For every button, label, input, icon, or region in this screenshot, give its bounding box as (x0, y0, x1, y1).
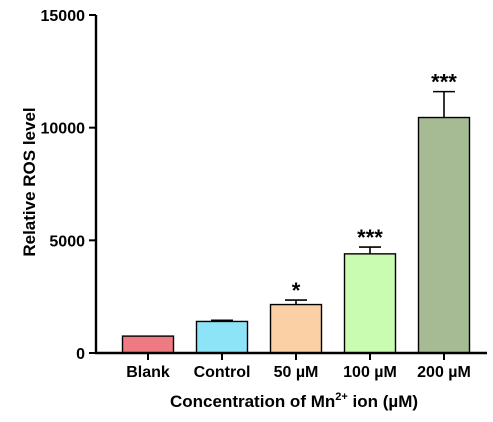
bar (121, 335, 175, 354)
y-tick-label: 5000 (49, 233, 85, 250)
x-ticks-layer: Blank Control 50 µM 100 µM 200 µM (126, 353, 471, 381)
significance-marker: *** (357, 225, 383, 250)
x-tick-label: 100 µM (343, 364, 397, 381)
y-tick-label: 10000 (41, 121, 86, 138)
x-tick-label: 200 µM (417, 364, 471, 381)
significance-marker: * (292, 278, 301, 303)
bars-layer (121, 116, 471, 354)
bar (269, 303, 323, 354)
significance-marker: *** (431, 70, 457, 95)
x-axis-label-suffix: ion (µM) (348, 392, 418, 411)
x-axis-label-superscript: 2+ (335, 391, 348, 403)
x-tick-label: Blank (126, 364, 170, 381)
y-ticks-layer: 0 5000 10000 15000 (41, 8, 96, 363)
significance-layer: ******* (292, 70, 458, 303)
x-axis-label: Concentration of Mn2+ ion (µM) (170, 391, 418, 411)
x-tick-label: 50 µM (274, 364, 319, 381)
bar (343, 253, 397, 354)
x-tick-label: Control (194, 364, 251, 381)
bar (195, 320, 249, 354)
bar (417, 116, 471, 354)
x-axis-label-prefix: Concentration of Mn (170, 392, 335, 411)
y-axis-label: Relative ROS level (20, 107, 39, 256)
y-tick-label: 0 (76, 346, 85, 363)
error-bars-layer (211, 90, 455, 322)
y-tick-label: 15000 (41, 8, 86, 25)
